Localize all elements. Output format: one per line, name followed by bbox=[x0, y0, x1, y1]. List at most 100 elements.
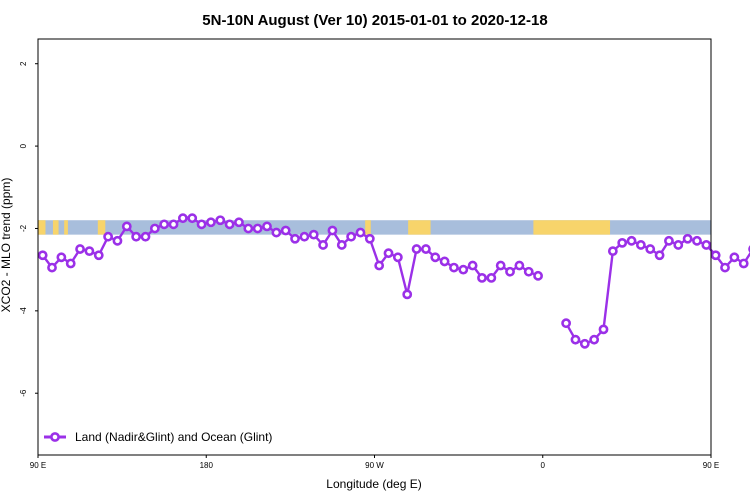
land-band bbox=[408, 220, 431, 235]
data-point bbox=[47, 262, 57, 273]
data-point bbox=[710, 250, 721, 261]
land-band bbox=[97, 220, 106, 235]
data-point bbox=[299, 231, 310, 242]
data-point bbox=[364, 233, 375, 244]
data-point bbox=[75, 244, 85, 254]
data-point bbox=[37, 250, 48, 261]
land-ocean-strip bbox=[38, 220, 711, 235]
data-point bbox=[514, 260, 525, 271]
data-point bbox=[290, 233, 300, 244]
land-band bbox=[38, 220, 46, 235]
data-point bbox=[645, 244, 656, 254]
data-point bbox=[149, 223, 160, 234]
data-point bbox=[421, 244, 431, 254]
y-tick-label: -6 bbox=[19, 389, 28, 397]
data-point bbox=[280, 225, 291, 236]
data-point bbox=[720, 262, 730, 273]
data-point bbox=[103, 231, 114, 242]
data-point bbox=[589, 334, 600, 345]
data-point bbox=[215, 215, 226, 226]
data-point bbox=[682, 233, 693, 244]
land-band bbox=[365, 220, 371, 235]
data-point bbox=[65, 258, 76, 269]
data-point bbox=[411, 244, 422, 254]
data-point bbox=[607, 246, 618, 257]
land-band bbox=[52, 220, 59, 235]
data-point bbox=[467, 260, 478, 271]
data-point bbox=[177, 213, 188, 224]
data-point bbox=[635, 240, 646, 250]
data-point bbox=[318, 240, 328, 250]
data-point bbox=[673, 240, 684, 250]
y-axis-label: XCO2 - MLO trend (ppm) bbox=[0, 178, 13, 313]
data-point bbox=[140, 231, 151, 242]
chart-title: 5N-10N August (Ver 10) 2015-01-01 to 202… bbox=[202, 12, 547, 29]
x-axis: 90 E 180 90 W 0 90 E bbox=[30, 455, 719, 470]
data-point bbox=[439, 256, 450, 267]
legend-marker-swatch bbox=[50, 432, 60, 442]
data-point bbox=[664, 235, 674, 246]
data-point bbox=[505, 266, 515, 277]
data-point bbox=[93, 250, 104, 261]
data-point bbox=[234, 217, 244, 228]
data-point bbox=[346, 231, 357, 242]
data-point bbox=[654, 250, 665, 261]
x-tick-label: 90 W bbox=[365, 461, 384, 470]
series bbox=[37, 213, 750, 349]
data-point bbox=[252, 223, 263, 234]
data-point bbox=[374, 260, 385, 271]
data-point bbox=[308, 229, 319, 240]
data-point bbox=[131, 231, 142, 242]
x-tick-label: 90 E bbox=[30, 461, 46, 470]
series-line bbox=[565, 237, 750, 345]
data-point bbox=[262, 221, 272, 232]
data-point bbox=[626, 235, 637, 246]
series-layer bbox=[37, 213, 750, 349]
data-point bbox=[570, 334, 581, 345]
data-point bbox=[692, 235, 702, 246]
data-point bbox=[383, 248, 394, 259]
data-point bbox=[121, 221, 132, 232]
data-point bbox=[486, 272, 497, 283]
data-point bbox=[159, 219, 170, 230]
x-tick-label: 180 bbox=[200, 461, 214, 470]
data-point bbox=[168, 219, 179, 230]
x-axis-label: Longitude (deg E) bbox=[326, 477, 421, 491]
data-point bbox=[430, 252, 441, 263]
data-point bbox=[738, 258, 749, 269]
data-point bbox=[598, 324, 609, 335]
x-tick-label: 90 E bbox=[703, 461, 719, 470]
data-point bbox=[458, 264, 469, 275]
y-tick-label: 2 bbox=[19, 61, 28, 66]
data-point bbox=[392, 252, 403, 263]
data-point bbox=[56, 252, 67, 263]
data-point bbox=[187, 213, 198, 224]
data-point bbox=[579, 338, 590, 349]
data-point bbox=[196, 219, 207, 230]
data-point bbox=[617, 237, 628, 248]
plot-frame bbox=[37, 38, 712, 456]
data-point bbox=[729, 252, 740, 263]
data-point bbox=[112, 235, 123, 246]
data-point bbox=[336, 240, 347, 250]
legend-label: Land (Nadir&Glint) and Ocean (Glint) bbox=[75, 430, 272, 444]
data-point bbox=[523, 266, 534, 277]
y-axis: 2 0 -2 -4 -6 bbox=[19, 61, 38, 397]
data-point bbox=[701, 240, 712, 250]
legend: Land (Nadir&Glint) and Ocean (Glint) bbox=[44, 430, 272, 444]
y-tick-label: 0 bbox=[19, 143, 28, 148]
land-band bbox=[533, 220, 611, 235]
data-point bbox=[495, 260, 506, 271]
data-point bbox=[206, 217, 216, 228]
y-tick-label: -2 bbox=[19, 224, 28, 232]
data-point bbox=[533, 270, 543, 281]
data-point bbox=[561, 318, 572, 329]
data-point bbox=[271, 227, 282, 238]
data-point bbox=[243, 223, 254, 234]
data-point bbox=[355, 227, 366, 238]
y-tick-label: -4 bbox=[19, 307, 28, 315]
data-point bbox=[477, 272, 487, 283]
x-tick-label: 0 bbox=[541, 461, 546, 470]
data-point bbox=[449, 262, 459, 273]
